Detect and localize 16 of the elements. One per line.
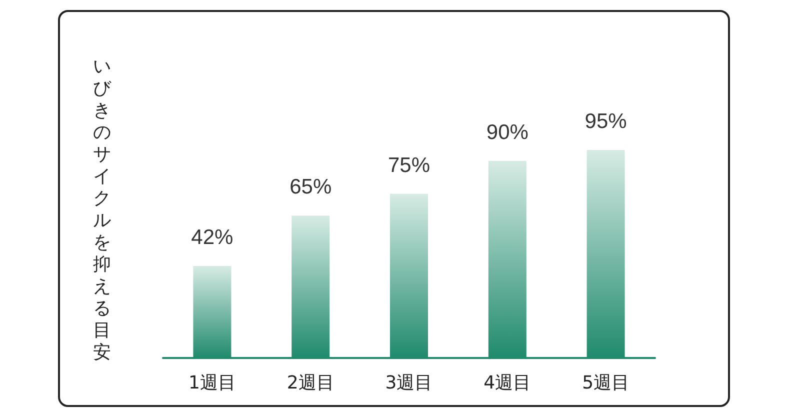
bar — [193, 266, 232, 358]
x-tick-label: 1週目 — [188, 372, 236, 394]
data-label: 65% — [290, 176, 332, 199]
x-tick-label: 3週目 — [385, 372, 433, 394]
x-tick-label: 5週目 — [582, 372, 630, 394]
data-label: 75% — [388, 154, 430, 177]
bar — [292, 216, 330, 358]
text: いびきのサイクルを抑える目安 — [93, 56, 111, 363]
data-label: 95% — [584, 110, 627, 133]
data-label: 42% — [191, 226, 234, 250]
bar — [488, 160, 526, 358]
x-tick-label: 2週目 — [286, 372, 334, 394]
bar — [586, 150, 625, 358]
data-label: 90% — [486, 120, 528, 144]
bar — [390, 194, 428, 358]
x-tick-label: 4週目 — [484, 372, 532, 394]
